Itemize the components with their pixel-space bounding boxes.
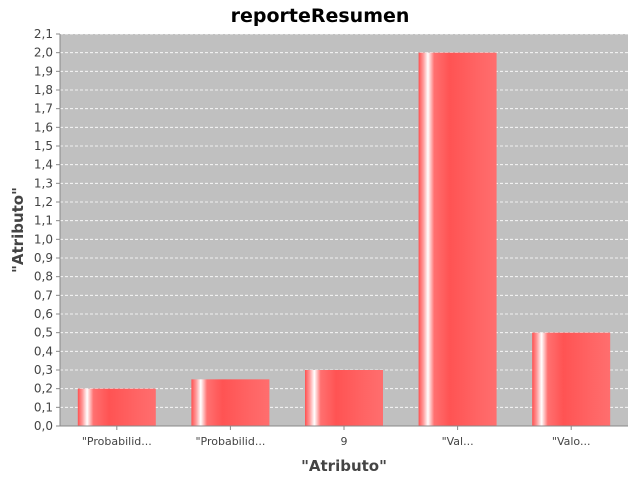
y-tick-label: 2,0 — [34, 46, 53, 60]
y-tick-label: 1,2 — [34, 195, 53, 209]
bar-0 — [77, 388, 156, 426]
y-tick-label: 1,1 — [34, 214, 53, 228]
x-tick-label: "Probabilid... — [195, 435, 265, 448]
chart-title: reporteResumen — [231, 5, 410, 27]
y-tick-label: 1,7 — [34, 102, 53, 116]
bar-2 — [305, 370, 383, 426]
y-tick-label: 0,7 — [34, 288, 53, 302]
x-axis-label: "Atributo" — [301, 457, 387, 475]
x-axis-ticks: "Probabilid... "Probabilid... 9 "Val... "Val… — [82, 426, 591, 448]
y-tick-label: 1,4 — [34, 158, 53, 172]
y-tick-label: 1,6 — [34, 120, 53, 134]
y-tick-label: 0,2 — [34, 382, 53, 396]
y-tick-label: 0,5 — [34, 326, 53, 340]
x-tick-label: "Val... — [442, 435, 474, 448]
x-tick-label: 9 — [341, 435, 348, 448]
bars — [77, 52, 611, 427]
y-tick-label: 0,1 — [34, 400, 53, 414]
y-tick-label: 0,3 — [34, 363, 53, 377]
y-axis-label: "Atributo" — [9, 187, 27, 273]
y-tick-label: 1,3 — [34, 176, 53, 190]
y-tick-label: 1,5 — [34, 139, 53, 153]
y-tick-label: 1,9 — [34, 64, 53, 78]
y-tick-label: 0,0 — [34, 419, 53, 433]
y-tick-label: 0,4 — [34, 344, 53, 358]
y-tick-label: 0,9 — [34, 251, 53, 265]
y-tick-label: 1,8 — [34, 83, 53, 97]
y-tick-label: 0,8 — [34, 270, 53, 284]
y-axis-ticks: 0,0 0,1 0,2 0,3 0,4 0,5 0,6 0,7 0,8 0,9 1,0 1,1 1,2 1… — [34, 27, 60, 433]
bar-3 — [418, 52, 497, 427]
bar-4 — [532, 332, 611, 426]
bar-1 — [191, 379, 270, 426]
y-tick-label: 0,6 — [34, 307, 53, 321]
x-tick-label: "Valo... — [552, 435, 591, 448]
y-tick-label: 2,1 — [34, 27, 53, 41]
x-tick-label: "Probabilid... — [82, 435, 152, 448]
y-tick-label: 1,0 — [34, 232, 53, 246]
